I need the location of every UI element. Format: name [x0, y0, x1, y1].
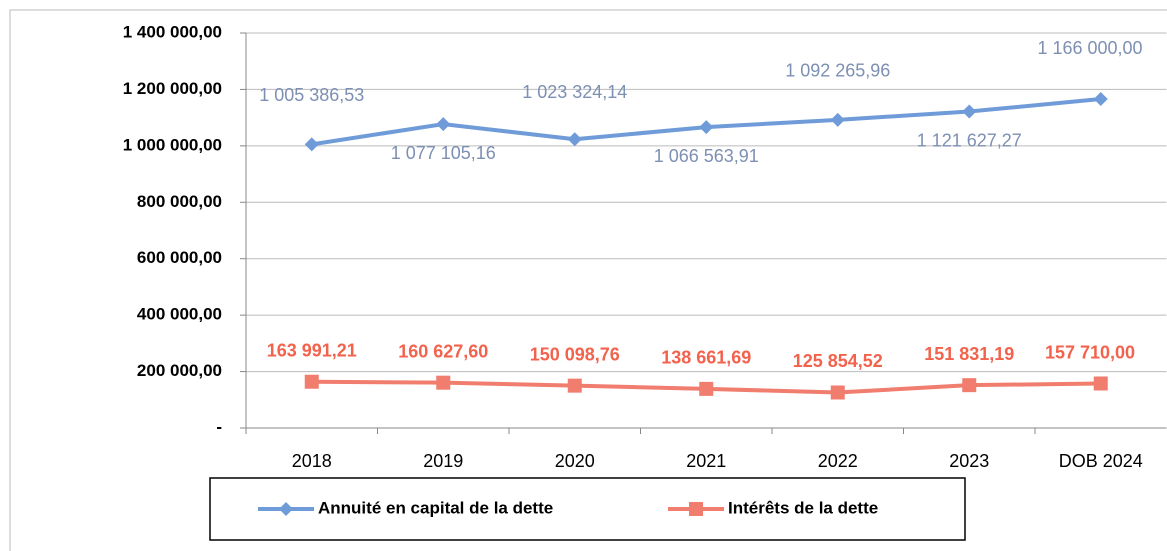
- y-tick-label: 200 000,00: [137, 361, 222, 380]
- y-tick-label: 1 200 000,00: [123, 79, 222, 98]
- data-point: [304, 137, 319, 152]
- data-label: 151 831,19: [924, 344, 1014, 364]
- data-point: [699, 120, 714, 135]
- x-tick-label: 2022: [818, 451, 858, 471]
- data-label: 163 991,21: [267, 340, 357, 360]
- data-label: 125 854,52: [793, 351, 883, 371]
- chart-frame: [9, 9, 1167, 551]
- data-label: 150 098,76: [530, 344, 620, 364]
- legend-label: Intérêts de la dette: [728, 498, 878, 517]
- y-tick-label: 1 400 000,00: [123, 22, 222, 41]
- y-tick-label: 400 000,00: [137, 305, 222, 324]
- x-tick-label: 2020: [555, 451, 595, 471]
- x-tick-label: 2018: [292, 451, 332, 471]
- x-tick-label: 2021: [686, 451, 726, 471]
- data-point: [830, 112, 845, 127]
- y-tick-label: -: [216, 417, 222, 436]
- data-point: [304, 374, 319, 389]
- data-label: 1 092 265,96: [785, 61, 890, 81]
- legend-box: [209, 477, 966, 541]
- data-label: 1 023 324,14: [522, 82, 627, 102]
- data-label: 1 077 105,16: [391, 143, 496, 163]
- legend-label: Annuité en capital de la dette: [318, 498, 553, 517]
- x-tick-label: 2023: [949, 451, 989, 471]
- data-point: [1093, 376, 1108, 391]
- data-label: 1 166 000,00: [1037, 38, 1142, 58]
- data-point: [1093, 92, 1108, 107]
- data-point: [436, 375, 451, 390]
- data-point: [962, 378, 977, 393]
- data-point: [436, 117, 451, 132]
- data-label: 160 627,60: [398, 341, 488, 361]
- legend-marker: [279, 502, 293, 516]
- data-label: 1 005 386,53: [259, 85, 364, 105]
- data-point: [962, 104, 977, 119]
- data-label: 138 661,69: [661, 348, 751, 368]
- data-point: [567, 132, 582, 147]
- data-point: [567, 378, 582, 393]
- data-label: 1 066 563,91: [654, 146, 759, 166]
- data-label: 1 121 627,27: [917, 130, 1022, 150]
- y-tick-label: 600 000,00: [137, 248, 222, 267]
- data-label: 157 710,00: [1045, 342, 1135, 362]
- data-point: [699, 381, 714, 396]
- x-tick-label: DOB 2024: [1059, 451, 1143, 471]
- x-tick-label: 2019: [423, 451, 463, 471]
- data-point: [830, 385, 845, 400]
- legend-marker: [689, 502, 703, 516]
- y-tick-label: 1 000 000,00: [123, 135, 222, 154]
- y-tick-label: 800 000,00: [137, 192, 222, 211]
